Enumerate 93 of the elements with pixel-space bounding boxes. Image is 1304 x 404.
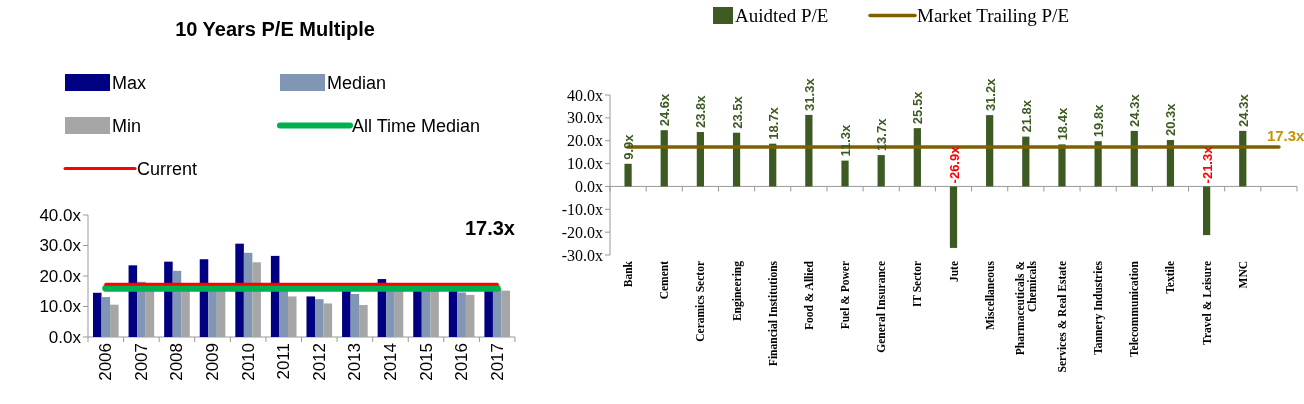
y-tick-label: 20.0x [39,266,82,286]
annotation: 17.3x [464,217,515,239]
data-label: -26.9x [946,145,962,184]
bar [465,294,475,337]
x-tick-label: Pharmaceuticals & Chemicals [1013,260,1038,356]
x-tick-label: 2016 [452,343,472,381]
y-tick-label: 30.0x [39,236,82,255]
bar [306,296,316,337]
x-tick-label: 2006 [96,343,116,381]
data-label: 21.8x [1018,99,1034,133]
data-label: 31.3x [801,77,817,111]
x-tick-label: Fuel & Power [839,261,852,330]
bar [315,299,324,337]
x-tick-label: Financial Institutions [766,260,779,367]
bar [913,128,921,187]
data-label: 23.8x [693,94,709,129]
bar [110,304,119,337]
x-tick-label: MNC [1236,261,1249,289]
data-label: 17.3x [1266,126,1304,144]
x-tick-label: 2007 [131,343,151,381]
data-label: 18.4x [1054,107,1070,141]
x-tick-label: Travel & Leisure [1200,261,1213,345]
y-tick-label: 40.0x [567,86,603,104]
data-label: 24.3x [1127,93,1143,127]
legend-label: Market Trailing P/E [917,5,1070,26]
bar [457,292,466,337]
x-tick-label: 2010 [238,343,258,381]
bar [624,163,632,187]
x-tick-label: Telecommunication [1128,260,1141,358]
chart-title: 10 Years P/E Multiple [175,18,375,40]
bar [359,304,368,337]
x-tick-label: 2014 [380,343,400,381]
x-tick-label: Textile [1164,261,1177,294]
bar [986,115,994,187]
x-tick-label: 2012 [309,343,329,381]
y-tick-label: 0.0x [575,177,603,195]
x-tick-label: Engineering [730,260,744,322]
bar [877,155,885,187]
x-tick-label: 2015 [416,343,436,381]
y-tick-label: 10.0x [567,155,603,173]
y-tick-label: 30.0x [567,109,603,127]
x-tick-label: IT Sector [911,261,924,308]
y-tick-label: 10.0x [39,297,82,316]
bar [805,114,813,187]
data-label: 31.2x [982,77,998,112]
bar [949,186,958,248]
x-tick-label: 2011 [274,343,294,380]
legend-label: All Time Median [352,115,481,136]
x-tick-label: Miscellaneous [983,260,996,330]
x-tick-label: Services & Real Estate [1055,261,1068,373]
data-label: 25.5x [910,90,926,125]
data-label: 24.6x [657,92,673,127]
bar [92,292,102,337]
bar [235,243,244,337]
data-label: 24.3x [1235,93,1251,127]
data-label: 18.7x [765,106,781,140]
data-label: 13.7x [874,117,890,152]
data-label: -21.3x [1199,145,1215,184]
y-tick-label: 0.0x [48,327,82,347]
data-label: 20.3x [1163,102,1179,137]
legend-label: Current [137,158,198,179]
bar [287,296,297,337]
y-tick-label: 40.0x [39,205,82,225]
bar [1058,144,1066,187]
legend-label: Median [327,72,387,93]
bar [841,160,849,187]
x-tick-label: General Insurance [875,261,888,353]
x-tick-label: 2017 [487,343,507,381]
bar [501,290,511,337]
data-label: 23.5x [729,95,745,129]
legend-label: Auidted P/E [735,5,829,26]
x-tick-label: 2008 [167,343,187,381]
x-tick-label: Ceramics Sector [694,261,707,342]
x-tick-label: Cement [658,260,671,300]
bar [1202,186,1211,236]
x-tick-label: 2009 [203,343,223,381]
y-tick-label: -10.0x [561,200,603,218]
bar [101,297,111,337]
x-tick-label: Jute [947,261,960,283]
bar [350,294,360,337]
y-tick-label: -20.0x [561,223,603,241]
bar [323,303,333,337]
legend-label: Min [112,115,142,136]
data-label: 9.9x [621,133,637,160]
x-tick-label: Bank [622,260,635,288]
legend-label: Max [112,72,147,93]
y-tick-label: -30.0x [561,246,603,264]
y-tick-label: 20.0x [567,132,603,150]
data-label: 11.3x [838,124,854,157]
x-tick-label: Food & Allied [802,260,815,331]
x-tick-label: Tannery Industries [1092,260,1106,355]
data-label: 19.8x [1091,103,1107,138]
x-tick-label: 2013 [345,343,365,381]
